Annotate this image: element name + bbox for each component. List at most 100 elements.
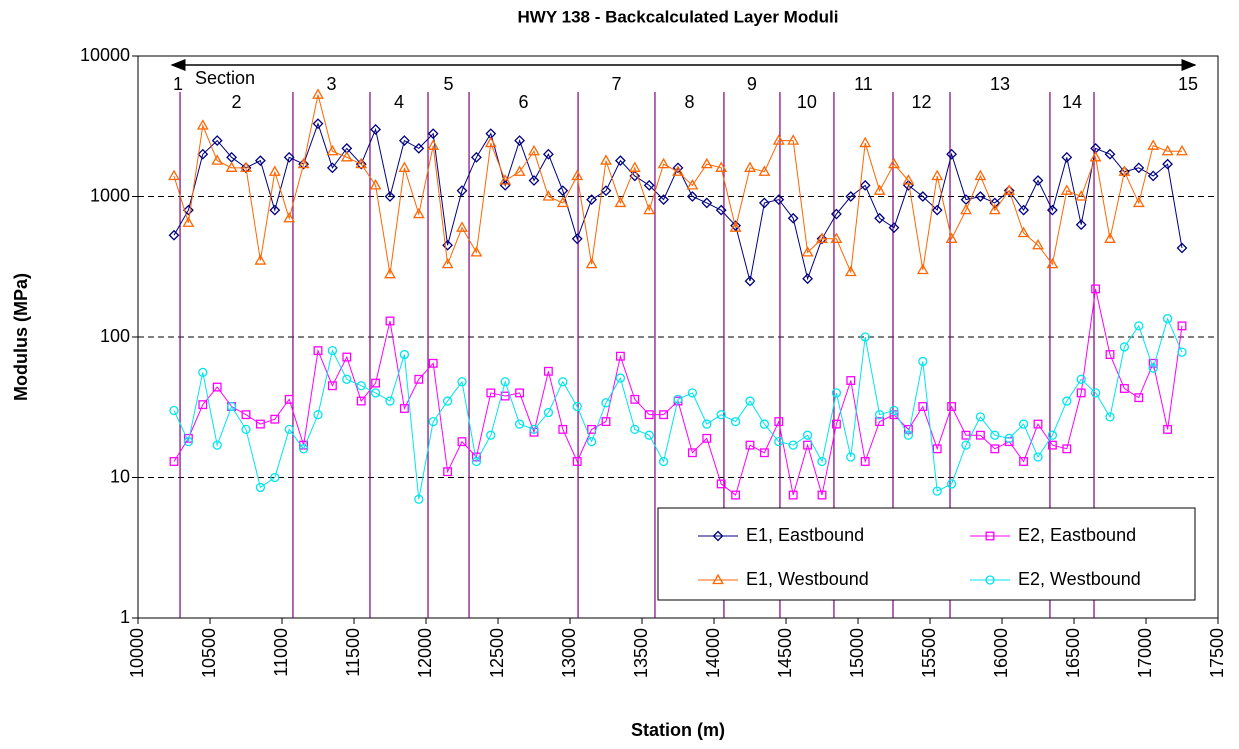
- marker: [327, 345, 338, 356]
- marker: [241, 410, 251, 420]
- marker: [816, 232, 828, 243]
- marker: [990, 444, 1000, 454]
- section-label: 8: [684, 92, 694, 112]
- marker: [370, 124, 382, 135]
- marker: [240, 162, 252, 174]
- marker: [198, 400, 208, 410]
- marker: [628, 161, 641, 172]
- marker: [197, 148, 209, 160]
- marker: [975, 412, 986, 422]
- marker: [774, 436, 784, 447]
- marker: [715, 204, 727, 216]
- marker: [1119, 342, 1130, 352]
- series-line: [173, 122, 1183, 282]
- marker: [759, 419, 770, 429]
- marker: [240, 161, 252, 172]
- marker: [427, 139, 440, 150]
- legend-label: E1, Eastbound: [746, 525, 864, 545]
- marker: [529, 424, 539, 435]
- marker: [615, 373, 626, 383]
- marker: [399, 349, 410, 360]
- marker: [1104, 232, 1116, 243]
- marker: [168, 229, 180, 241]
- marker: [731, 490, 741, 500]
- section-label: 12: [911, 92, 931, 112]
- marker: [528, 175, 540, 186]
- marker: [932, 444, 942, 454]
- marker: [630, 424, 640, 435]
- x-tick-label: 11000: [271, 628, 291, 677]
- section-label: 15: [1178, 74, 1198, 94]
- marker: [1134, 321, 1144, 331]
- marker: [1047, 430, 1058, 440]
- section-label: 4: [394, 92, 404, 112]
- marker: [729, 221, 742, 232]
- marker: [961, 430, 971, 440]
- marker: [457, 437, 467, 447]
- marker: [241, 424, 251, 435]
- marker: [398, 135, 410, 147]
- marker: [442, 396, 453, 406]
- marker: [817, 456, 827, 467]
- marker: [572, 401, 582, 412]
- marker: [687, 388, 698, 398]
- marker: [470, 246, 483, 257]
- x-tick-label: 12500: [487, 628, 507, 678]
- marker: [558, 377, 568, 387]
- legend-label: E2, Westbound: [1018, 569, 1141, 589]
- marker: [312, 88, 324, 99]
- marker: [298, 444, 309, 454]
- marker: [283, 211, 296, 223]
- marker: [687, 448, 697, 458]
- marker: [644, 410, 654, 420]
- marker: [961, 440, 971, 450]
- marker: [514, 135, 526, 147]
- section-label: 14: [1062, 92, 1082, 112]
- section-title: Section: [195, 68, 255, 88]
- marker: [788, 440, 798, 450]
- marker: [730, 220, 742, 232]
- marker: [975, 430, 985, 440]
- marker: [313, 410, 323, 420]
- marker: [773, 194, 785, 206]
- section-label: 13: [990, 74, 1010, 94]
- legend-marker: [985, 575, 995, 585]
- marker: [1033, 452, 1043, 462]
- marker: [745, 396, 755, 406]
- marker: [254, 155, 266, 167]
- marker: [1076, 388, 1086, 398]
- marker: [874, 410, 885, 420]
- marker: [356, 396, 366, 406]
- marker: [211, 154, 224, 165]
- marker: [846, 376, 856, 385]
- marker: [946, 479, 957, 489]
- y-tick-label: 10: [110, 466, 130, 486]
- marker: [917, 191, 929, 202]
- marker: [513, 165, 526, 176]
- x-tick-label: 14500: [775, 628, 795, 678]
- marker: [601, 417, 611, 427]
- marker: [168, 169, 180, 181]
- marker: [1075, 219, 1087, 231]
- marker: [1075, 190, 1088, 201]
- marker: [1062, 444, 1072, 454]
- marker: [486, 388, 496, 398]
- marker: [643, 203, 656, 215]
- marker: [586, 436, 597, 447]
- legend-box: [657, 507, 1196, 601]
- x-tick-label: 16000: [991, 628, 1011, 678]
- marker: [312, 118, 324, 130]
- marker: [888, 157, 900, 169]
- marker: [399, 404, 409, 413]
- marker: [226, 401, 237, 412]
- marker: [212, 440, 222, 450]
- x-tick-label: 11500: [343, 628, 363, 677]
- marker: [658, 194, 670, 206]
- marker: [571, 233, 583, 245]
- marker: [859, 136, 872, 148]
- marker: [270, 472, 280, 483]
- marker: [902, 174, 915, 185]
- marker: [787, 134, 800, 145]
- marker: [988, 203, 1001, 215]
- marker: [254, 254, 267, 265]
